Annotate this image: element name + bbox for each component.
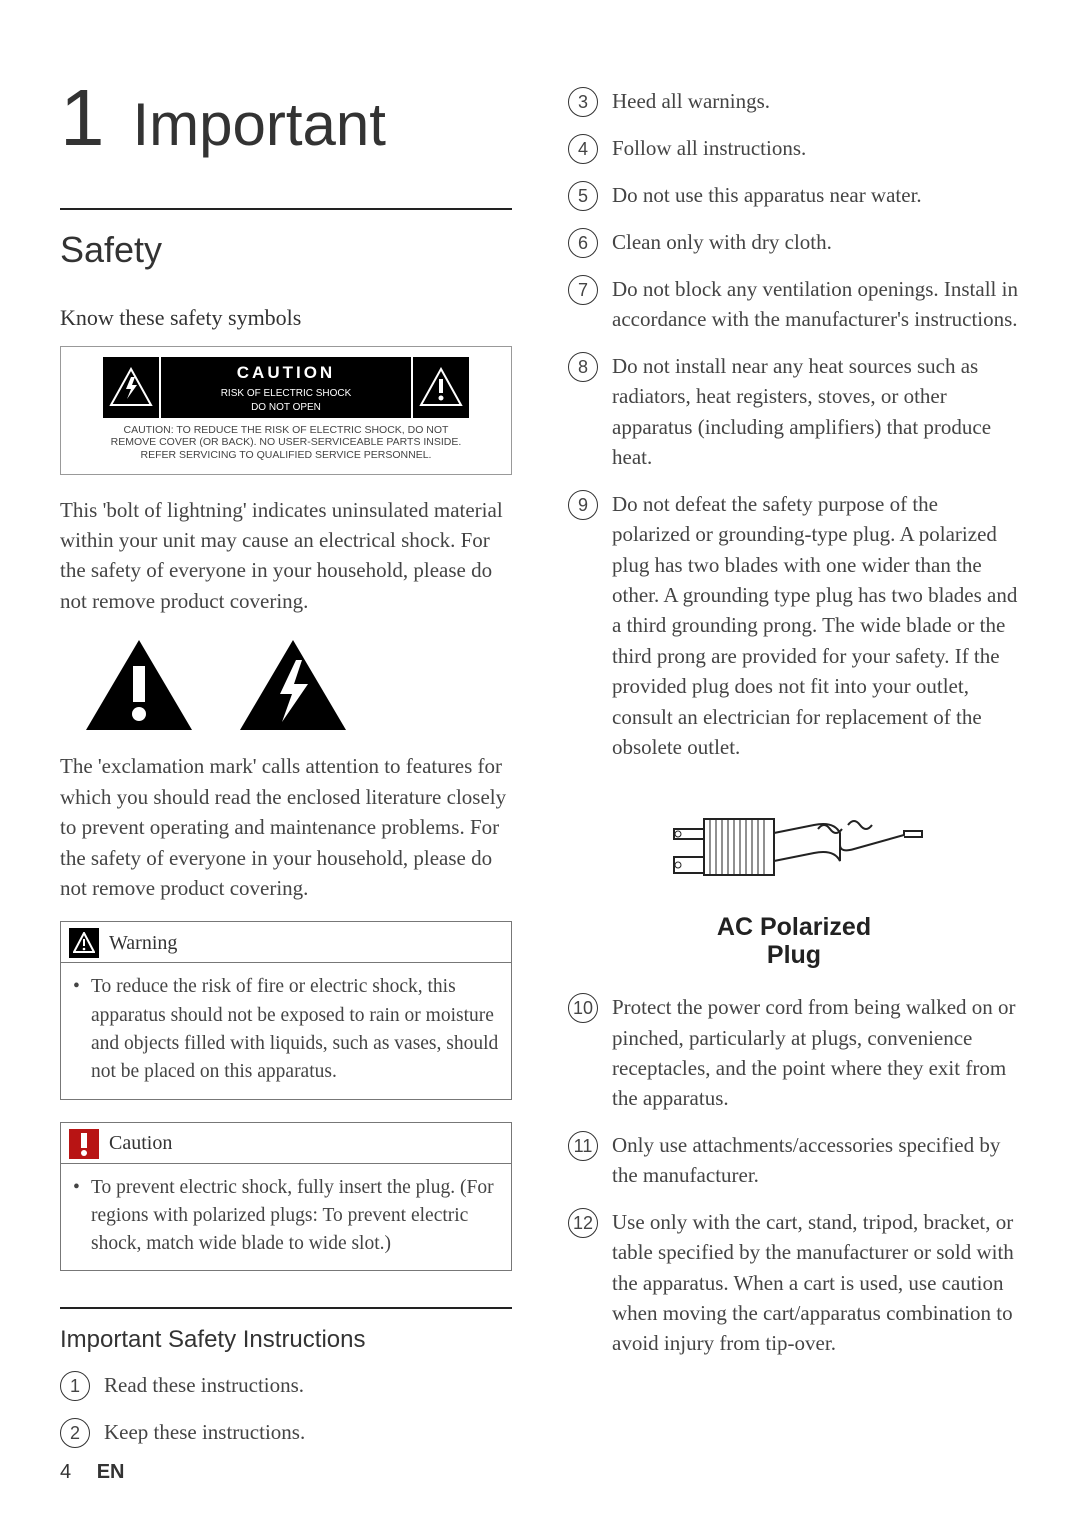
plug-figure: AC Polarized Plug bbox=[568, 789, 1020, 971]
warning-label: Warning bbox=[109, 929, 177, 958]
safety-heading: Safety bbox=[60, 224, 512, 276]
chapter-number: 1 bbox=[60, 60, 105, 176]
warning-box: Warning To reduce the risk of fire or el… bbox=[60, 921, 512, 1099]
isi-text: Only use attachments/accessories specifi… bbox=[612, 1130, 1020, 1191]
caution-label: CAUTION bbox=[167, 361, 405, 386]
caution-icon bbox=[69, 1129, 99, 1159]
isi-item-9: 9 Do not defeat the safety purpose of th… bbox=[568, 489, 1020, 763]
isi-text: Do not use this apparatus near water. bbox=[612, 180, 1020, 210]
warning-icon bbox=[69, 928, 99, 958]
isi-item-8: 8 Do not install near any heat sources s… bbox=[568, 351, 1020, 473]
isi-number: 8 bbox=[568, 352, 598, 382]
plug-label-2: Plug bbox=[568, 941, 1020, 970]
symbol-icons bbox=[84, 638, 512, 733]
caution-strip: CAUTION RISK OF ELECTRIC SHOCK DO NOT OP… bbox=[103, 357, 469, 418]
section-rule-2 bbox=[60, 1307, 512, 1309]
isi-item-10: 10 Protect the power cord from being wal… bbox=[568, 992, 1020, 1114]
page-language: EN bbox=[97, 1461, 125, 1483]
isi-text: Do not block any ventilation openings. I… bbox=[612, 274, 1020, 335]
isi-item-6: 6 Clean only with dry cloth. bbox=[568, 227, 1020, 258]
caution-fineprint: CAUTION: TO REDUCE THE RISK OF ELECTRIC … bbox=[103, 424, 469, 462]
isi-number: 12 bbox=[568, 1208, 598, 1238]
bang-triangle-small bbox=[413, 357, 469, 418]
chapter-heading: 1 Important bbox=[60, 60, 512, 176]
isi-number: 2 bbox=[60, 1418, 90, 1448]
page-number: 4 bbox=[60, 1461, 71, 1483]
isi-heading: Important Safety Instructions bbox=[60, 1323, 512, 1358]
isi-item-2: 2 Keep these instructions. bbox=[60, 1417, 512, 1448]
caution-sub1: RISK OF ELECTRIC SHOCK bbox=[167, 388, 405, 400]
isi-number: 9 bbox=[568, 490, 598, 520]
isi-item-4: 4 Follow all instructions. bbox=[568, 133, 1020, 164]
isi-number: 3 bbox=[568, 87, 598, 117]
symbols-subheading: Know these safety symbols bbox=[60, 302, 512, 334]
page: 1 Important Safety Know these safety sym… bbox=[60, 60, 1020, 1487]
isi-number: 10 bbox=[568, 993, 598, 1023]
isi-number: 7 bbox=[568, 275, 598, 305]
bolt-triangle-icon bbox=[238, 638, 348, 733]
isi-text: Read these instructions. bbox=[104, 1370, 512, 1400]
isi-text: Protect the power cord from being walked… bbox=[612, 992, 1020, 1114]
chapter-title: Important bbox=[133, 81, 386, 168]
isi-item-5: 5 Do not use this apparatus near water. bbox=[568, 180, 1020, 211]
isi-item-3: 3 Heed all warnings. bbox=[568, 86, 1020, 117]
right-column: 3 Heed all warnings. 4 Follow all instru… bbox=[568, 60, 1020, 1487]
isi-item-12: 12 Use only with the cart, stand, tripod… bbox=[568, 1207, 1020, 1359]
caution-box: Caution To prevent electric shock, fully… bbox=[60, 1122, 512, 1272]
plug-icon bbox=[664, 789, 924, 909]
plug-label-1: AC Polarized bbox=[568, 913, 1020, 942]
caution-box-text: To prevent electric shock, fully insert … bbox=[73, 1174, 499, 1259]
warning-text: To reduce the risk of fire or electric s… bbox=[73, 973, 499, 1086]
isi-text: Do not install near any heat sources suc… bbox=[612, 351, 1020, 473]
isi-number: 5 bbox=[568, 181, 598, 211]
bang-paragraph: The 'exclamation mark' calls attention t… bbox=[60, 751, 512, 903]
caution-sub2: DO NOT OPEN bbox=[167, 402, 405, 414]
isi-item-7: 7 Do not block any ventilation openings.… bbox=[568, 274, 1020, 335]
isi-number: 4 bbox=[568, 134, 598, 164]
isi-text: Clean only with dry cloth. bbox=[612, 227, 1020, 257]
isi-item-11: 11 Only use attachments/accessories spec… bbox=[568, 1130, 1020, 1191]
isi-item-1: 1 Read these instructions. bbox=[60, 1370, 512, 1401]
isi-text: Use only with the cart, stand, tripod, b… bbox=[612, 1207, 1020, 1359]
page-footer: 4 EN bbox=[60, 1458, 124, 1487]
isi-text: Do not defeat the safety purpose of the … bbox=[612, 489, 1020, 763]
section-rule bbox=[60, 208, 512, 210]
isi-text: Follow all instructions. bbox=[612, 133, 1020, 163]
isi-number: 11 bbox=[568, 1131, 598, 1161]
bang-triangle-icon bbox=[84, 638, 194, 733]
left-column: 1 Important Safety Know these safety sym… bbox=[60, 60, 512, 1487]
isi-text: Heed all warnings. bbox=[612, 86, 1020, 116]
isi-number: 6 bbox=[568, 228, 598, 258]
isi-text: Keep these instructions. bbox=[104, 1417, 512, 1447]
bolt-triangle-small bbox=[103, 357, 159, 418]
isi-number: 1 bbox=[60, 1371, 90, 1401]
caution-box-label: Caution bbox=[109, 1129, 172, 1158]
caution-symbol-panel: CAUTION RISK OF ELECTRIC SHOCK DO NOT OP… bbox=[60, 346, 512, 474]
bolt-paragraph: This 'bolt of lightning' indicates unins… bbox=[60, 495, 512, 617]
